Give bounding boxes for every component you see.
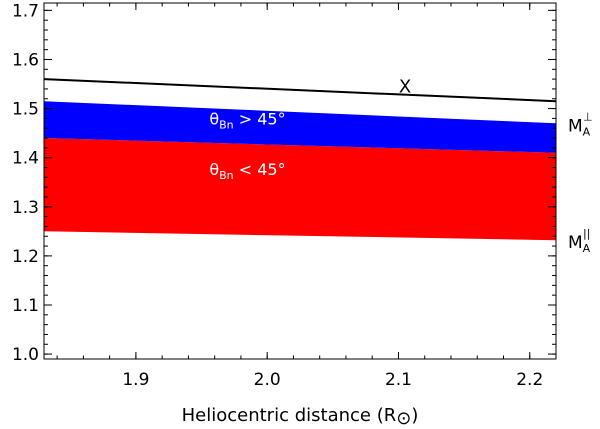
plot-frame: [43, 2, 557, 360]
y-tick-label: 1.7: [12, 1, 39, 21]
y-tick-label: 1.0: [12, 345, 39, 365]
side-label-0-sup: ⊥: [583, 110, 593, 123]
x-axis-title-symbol: ⊙: [396, 408, 411, 429]
bands-layer: [44, 101, 556, 241]
x-axis-title-main: Heliocentric distance (R: [182, 405, 397, 426]
y-tick-label: 1.3: [12, 198, 39, 218]
y-axis-ticks: 1.0 1.1 1.2 1.3 1.4 1.5 1.6 1.7: [12, 1, 556, 365]
side-label-1-main: M: [568, 233, 583, 253]
side-label-1-sup: ||: [583, 227, 590, 240]
x-axis-title-close: ): [411, 405, 418, 426]
x-tick-label: 2.0: [254, 370, 281, 390]
red-band-label: θBn < 45°: [209, 160, 285, 182]
y-tick-label: 1.6: [12, 50, 39, 70]
side-label-1: MA: [568, 233, 591, 255]
blue-band-label-rest: > 45°: [234, 109, 286, 128]
red-band-label-sub: Bn: [219, 169, 234, 182]
side-label-0-main: M: [568, 116, 583, 136]
blue-band-label-sub: Bn: [219, 118, 234, 131]
side-label-1-sub: A: [583, 242, 591, 255]
x-tick-label: 2.2: [516, 370, 543, 390]
x-tick-label: 1.9: [122, 370, 149, 390]
side-label-0-sub: A: [583, 125, 591, 138]
x-line: [43, 78, 557, 103]
y-tick-label: 1.1: [12, 296, 39, 316]
x-axis-title: Heliocentric distance (R⊙): [182, 405, 419, 429]
x-tick-label: 2.1: [385, 370, 412, 390]
y-tick-label: 1.2: [12, 247, 39, 267]
red-band: [44, 138, 556, 241]
red-band-label-rest: < 45°: [234, 160, 286, 179]
y-tick-label: 1.5: [12, 100, 39, 120]
x-line-label: X: [399, 76, 411, 97]
blue-band: [44, 101, 556, 153]
side-label-0: MA: [568, 116, 591, 138]
x-axis-ticks: 1.9 2.0 2.1 2.2: [56, 3, 557, 390]
curves-layer: [43, 78, 557, 103]
y-tick-label: 1.4: [12, 149, 39, 169]
blue-band-label: θBn > 45°: [209, 109, 285, 131]
blue-band-label-theta: θ: [209, 109, 219, 128]
red-band-label-theta: θ: [209, 160, 219, 179]
